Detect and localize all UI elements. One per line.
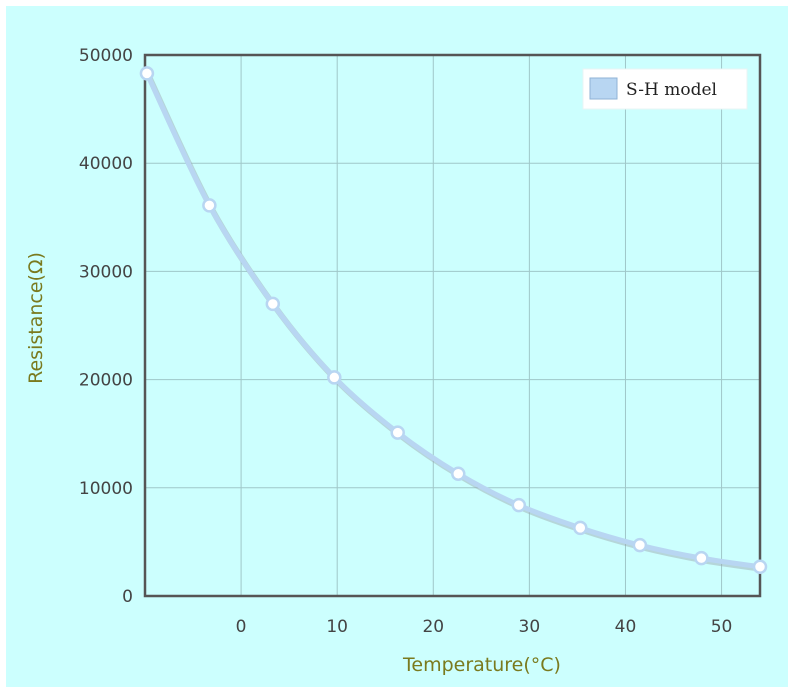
data-point-marker[interactable] [202, 198, 217, 213]
x-axis-title: Temperature(°C) [402, 654, 561, 676]
data-point-marker[interactable] [139, 66, 155, 81]
y-tick-label: 50000 [79, 46, 133, 66]
y-tick-label: 30000 [79, 262, 133, 282]
data-point-marker[interactable] [694, 550, 709, 566]
data-point-marker[interactable] [327, 370, 342, 385]
tick-labels: 0 10 20 30 40 50 0 10000 20000 30000 40000 50000 [79, 46, 732, 637]
y-tick-label: 40000 [79, 154, 133, 174]
y-axis-title: Resistance(Ω) [25, 252, 47, 384]
x-tick-label: 10 [326, 617, 348, 637]
chart-panel [6, 6, 788, 687]
data-point-marker[interactable] [573, 520, 588, 536]
data-point-marker[interactable] [511, 497, 527, 513]
y-tick-label: 0 [122, 587, 133, 607]
x-tick-label: 40 [615, 617, 637, 637]
series-line [144, 70, 763, 570]
x-tick-label: 20 [422, 617, 444, 637]
series-line-shadow [145, 74, 762, 572]
data-point-marker[interactable] [265, 296, 281, 312]
data-point-marker[interactable] [632, 537, 648, 553]
y-tick-label: 10000 [79, 479, 133, 499]
data-point-marker[interactable] [752, 559, 768, 575]
data-point-marker[interactable] [390, 425, 405, 440]
x-tick-label: 50 [711, 617, 733, 637]
series-layer [139, 66, 768, 575]
y-tick-label: 20000 [79, 371, 133, 391]
x-tick-label: 0 [236, 617, 247, 637]
legend[interactable]: S-H model [582, 68, 748, 110]
legend-label-s-h-model: S-H model [626, 80, 717, 100]
plot-frame [143, 53, 762, 598]
data-point-marker[interactable] [451, 466, 466, 481]
legend-swatch [589, 77, 618, 100]
grid-lines [145, 54, 760, 597]
x-tick-label: 30 [519, 617, 541, 637]
